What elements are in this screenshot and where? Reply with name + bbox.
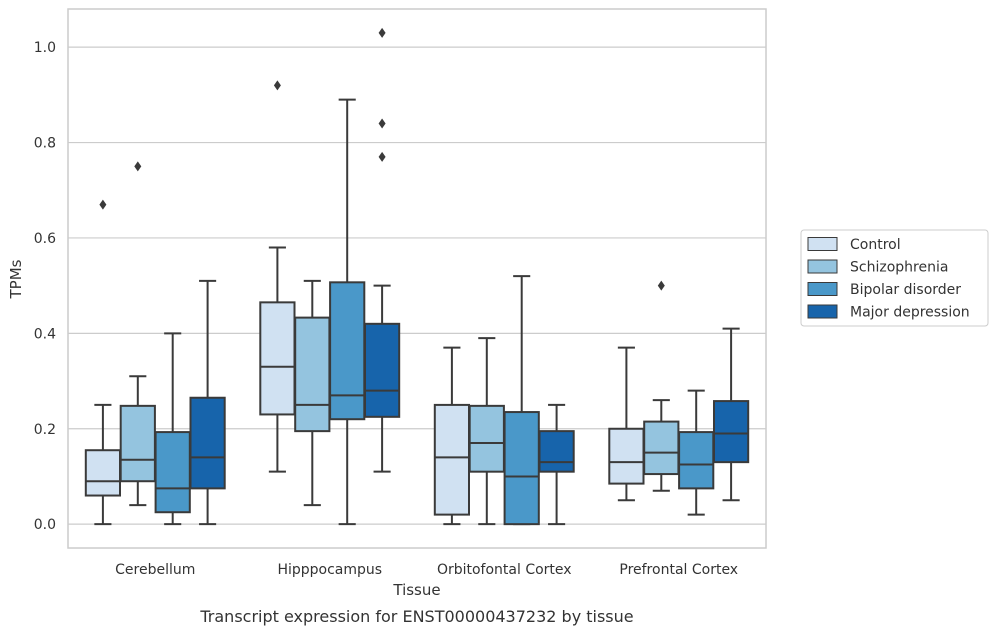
x-tick-label: Cerebellum [115,562,195,578]
x-tick-label: Prefrontal Cortex [619,562,738,578]
box [189,396,226,490]
box [608,427,645,485]
box [259,301,296,416]
legend-swatch [807,237,838,251]
x-tick-label: Orbitofontal Cortex [437,562,572,578]
box-group [678,389,715,516]
box [294,316,331,433]
y-tick-labels: 0.0 0.2 0.4 0.6 0.8 1.0 [34,40,56,533]
legend-label: Control [850,237,901,253]
legend-frame [800,229,989,327]
legend-swatch [807,259,838,274]
box-group [294,279,331,507]
box [329,281,366,421]
legend-items: Control Schizophrenia Bipolar disorder Majo… [807,237,970,321]
box-groups [84,27,750,526]
y-tick-label: 0.4 [34,326,56,342]
box [363,322,401,418]
outlier-marker [657,280,665,291]
box-group [259,80,296,473]
box [678,431,715,490]
box [433,403,471,516]
box [154,431,191,514]
box-group [712,327,750,502]
box [119,404,156,483]
box-group [363,27,401,473]
x-tick-labels: Cerebellum Hipppocampus Orbitofontal Corte… [115,562,738,578]
legend-label: Bipolar disorder [850,282,961,298]
box-group [84,199,122,526]
outlier-marker [273,80,281,91]
x-axis-label: Tissue [392,581,440,599]
box-group [608,346,645,502]
box-group [189,279,226,526]
y-tick-label: 0.2 [34,422,56,438]
box [538,430,575,473]
y-tick-label: 1.0 [34,40,56,56]
outlier-marker [378,151,386,162]
outlier-marker [134,161,142,172]
box [468,404,505,473]
outlier-marker [378,27,386,38]
legend-label: Schizophrenia [850,260,948,276]
box-group [643,280,680,492]
box-group [503,275,540,526]
legend-swatch [807,282,838,296]
legend-swatch [807,304,838,319]
chart-caption: Transcript expression for ENST0000043723… [199,607,633,626]
x-tick-label: Hipppocampus [277,562,382,578]
box-group [538,403,575,526]
y-tick-label: 0.0 [34,517,56,533]
y-tick-label: 0.6 [34,231,56,247]
box [643,420,680,476]
y-axis-label: TPMs [7,259,25,299]
box [712,400,750,464]
box-group [154,332,191,526]
box-group [433,346,471,526]
box-group [329,98,366,526]
box [503,411,540,526]
box [84,449,122,497]
outlier-marker [378,118,386,129]
outlier-marker [99,199,107,210]
legend: Control Schizophrenia Bipolar disorder Majo… [800,229,989,327]
y-tick-label: 0.8 [34,136,56,152]
legend-label: Major depression [850,305,970,321]
